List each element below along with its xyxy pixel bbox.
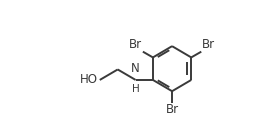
Text: HO: HO [80, 73, 98, 86]
Text: N: N [131, 62, 140, 75]
Text: Br: Br [202, 38, 215, 51]
Text: Br: Br [129, 38, 142, 51]
Text: Br: Br [165, 103, 179, 116]
Text: H: H [132, 84, 140, 94]
